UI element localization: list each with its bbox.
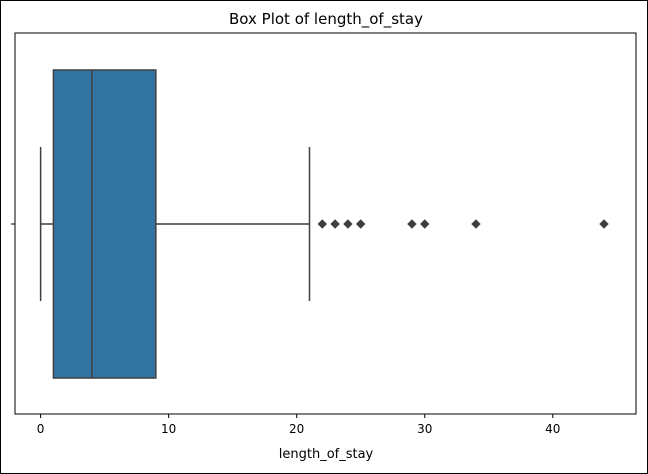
x-tick-label: 10 bbox=[161, 422, 176, 436]
iqr-box bbox=[52, 69, 157, 379]
x-tick-label: 0 bbox=[37, 422, 45, 436]
outlier-point bbox=[317, 219, 328, 229]
outlier-group bbox=[317, 219, 609, 229]
outlier-point bbox=[330, 219, 340, 229]
outlier-point bbox=[407, 219, 417, 229]
outlier-point bbox=[343, 219, 353, 229]
x-axis-label: length_of_stay bbox=[279, 447, 374, 462]
outlier-point bbox=[599, 219, 609, 229]
x-axis-ticks: 0 10 20 30 40 bbox=[37, 414, 560, 436]
x-tick-label: 20 bbox=[289, 422, 304, 436]
outlier-point bbox=[471, 219, 481, 229]
x-tick-label: 40 bbox=[545, 422, 560, 436]
chart-title: Box Plot of length_of_stay bbox=[229, 10, 423, 29]
x-tick-label: 30 bbox=[417, 422, 432, 436]
outlier-point bbox=[420, 219, 430, 229]
box-group bbox=[39, 69, 311, 379]
outlier-point bbox=[356, 219, 366, 229]
